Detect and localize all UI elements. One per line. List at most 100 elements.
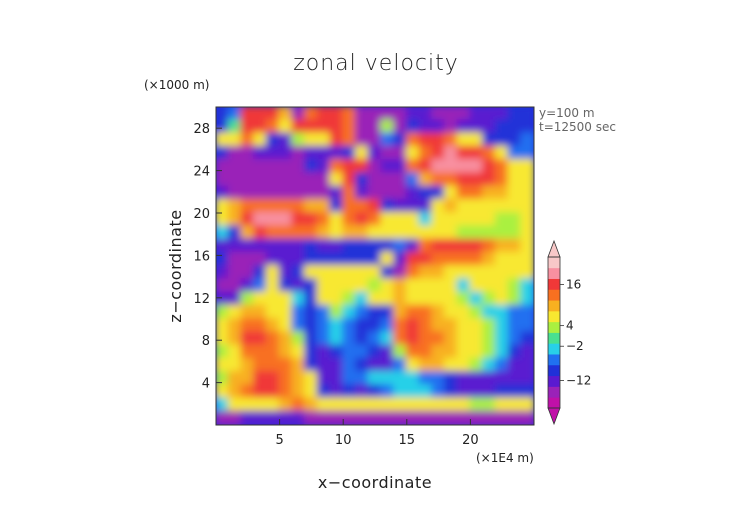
y-tick-label: 8 (202, 334, 210, 349)
field-cell (380, 331, 396, 347)
field-cell (431, 225, 446, 241)
field-cell (329, 410, 345, 425)
field-cell (405, 344, 421, 360)
x-tick-label: 10 (335, 433, 352, 448)
field-cell (520, 371, 534, 387)
field-cell (494, 331, 510, 347)
field-cell (342, 397, 357, 413)
colorbar-tick-label: −2 (566, 339, 584, 353)
velocity-field (216, 107, 534, 425)
field-cell (469, 344, 485, 360)
field-cell (216, 251, 230, 267)
field-cell (393, 318, 408, 334)
field-cell (291, 185, 307, 201)
field-cell (431, 331, 446, 347)
field-cell (304, 132, 319, 148)
field-cell (482, 107, 497, 122)
field-cell (354, 318, 370, 334)
field-cell (304, 278, 319, 294)
field-cell (494, 251, 510, 267)
field-cell (393, 251, 408, 267)
field-cell (253, 331, 268, 347)
field-cell (507, 397, 523, 413)
field-cell (227, 344, 243, 360)
field-cell (216, 344, 230, 360)
field-cell (304, 371, 319, 387)
field-cell (253, 265, 268, 281)
colorbar-segment (548, 397, 560, 409)
field-cell (265, 198, 281, 214)
field-cell (227, 172, 243, 188)
field-cell (393, 212, 408, 228)
field-cell (443, 238, 459, 254)
field-cell (469, 107, 485, 122)
field-cell (342, 344, 357, 360)
field-cell (240, 344, 256, 360)
field-cell (278, 132, 294, 148)
field-cell (418, 212, 434, 228)
field-cell (520, 251, 534, 267)
colorbar-top-arrow (547, 239, 561, 258)
field-cell (354, 357, 370, 373)
field-cell (253, 278, 268, 294)
field-cell (304, 251, 319, 267)
field-cell (456, 107, 472, 122)
field-cell (431, 198, 446, 214)
field-cell (227, 265, 243, 281)
field-cell (443, 251, 459, 267)
field-cell (469, 397, 485, 413)
field-cell (329, 251, 345, 267)
field-cell (456, 159, 472, 175)
field-cell (316, 357, 332, 373)
field-cell (278, 278, 294, 294)
field-cell (227, 132, 243, 148)
field-cell (456, 212, 472, 228)
field-cell (216, 145, 230, 161)
field-cell (278, 172, 294, 188)
field-cell (443, 159, 459, 175)
field-cell (278, 159, 294, 175)
y-tick-label: 28 (193, 122, 210, 137)
field-cell (304, 291, 319, 307)
field-cell (342, 384, 357, 400)
field-cell (342, 225, 357, 241)
field-cell (520, 410, 534, 425)
field-cell (431, 212, 446, 228)
field-cell (393, 159, 408, 175)
field-cell (405, 119, 421, 135)
field-cell (469, 357, 485, 373)
field-cell (405, 132, 421, 148)
field-cell (405, 159, 421, 175)
field-cell (240, 384, 256, 400)
field-cell (482, 145, 497, 161)
field-cell (304, 397, 319, 413)
field-cell (507, 132, 523, 148)
field-cell (520, 384, 534, 400)
field-cell (482, 238, 497, 254)
field-cell (380, 119, 396, 135)
field-cell (240, 107, 256, 122)
field-cell (354, 371, 370, 387)
field-cell (418, 265, 434, 281)
field-cell (482, 397, 497, 413)
field-cell (494, 132, 510, 148)
field-cell (253, 371, 268, 387)
field-cell (431, 119, 446, 135)
field-cell (418, 185, 434, 201)
field-cell (316, 159, 332, 175)
field-cell (265, 410, 281, 425)
field-cell (316, 265, 332, 281)
field-cell (456, 145, 472, 161)
field-cell (240, 251, 256, 267)
field-cell (253, 397, 268, 413)
field-cell (507, 185, 523, 201)
field-cell (354, 278, 370, 294)
field-cell (482, 265, 497, 281)
field-cell (240, 225, 256, 241)
field-cell (316, 384, 332, 400)
field-cell (405, 107, 421, 122)
field-cell (456, 318, 472, 334)
field-cell (216, 410, 230, 425)
field-cell (216, 225, 230, 241)
field-cell (316, 331, 332, 347)
